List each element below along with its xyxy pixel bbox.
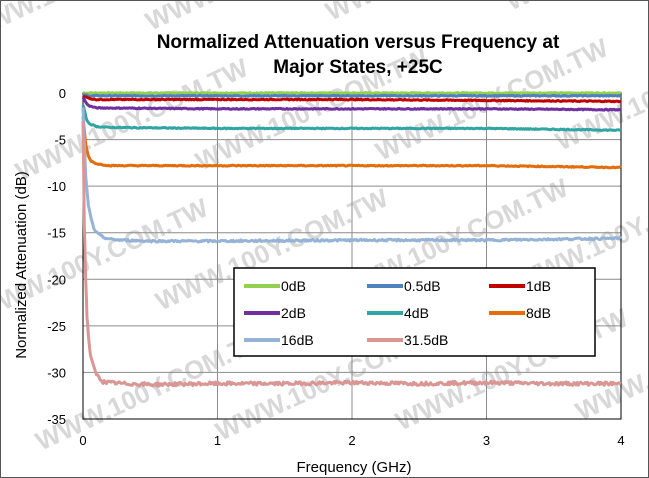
series-line-31-5dB bbox=[81, 121, 622, 388]
legend: 0dB 0.5dB 1dB 2dB 4dB 8dB 16dB 31.5dB bbox=[233, 267, 596, 357]
legend-box bbox=[233, 267, 596, 357]
series-line-2dB bbox=[81, 96, 622, 112]
legend-label: 8dB bbox=[526, 305, 551, 321]
legend-label: 31.5dB bbox=[404, 332, 448, 348]
legend-label: 1dB bbox=[526, 278, 551, 294]
data-series bbox=[81, 91, 622, 388]
legend-label: 0.5dB bbox=[404, 278, 441, 294]
series-line-0-5dB bbox=[82, 93, 622, 98]
series-line-1dB bbox=[82, 94, 622, 104]
series-line-16dB bbox=[81, 107, 622, 244]
x-tick-label: 3 bbox=[483, 433, 490, 448]
y-tick-label: -5 bbox=[54, 133, 66, 148]
y-tick-label: -10 bbox=[47, 179, 66, 194]
legend-label: 16dB bbox=[281, 332, 314, 348]
series-line-0dB bbox=[82, 91, 622, 95]
chart-title-line2: Major States, +25C bbox=[273, 57, 443, 78]
axis-tick-labels: 0 -5 -10 -15 -20 -25 -30 -35 0 1 2 3 4 bbox=[47, 86, 624, 448]
legend-label: 0dB bbox=[281, 278, 306, 294]
y-tick-label: -20 bbox=[47, 272, 66, 287]
y-tick-label: -25 bbox=[47, 319, 66, 334]
x-tick-label: 2 bbox=[348, 433, 355, 448]
legend-label: 2dB bbox=[281, 305, 306, 321]
x-axis-title: Frequency (GHz) bbox=[296, 459, 411, 476]
x-tick-label: 4 bbox=[617, 433, 624, 448]
series-line-8dB bbox=[81, 116, 622, 170]
watermark-text: WWW.100Y.COM.TW bbox=[501, 1, 648, 16]
y-tick-label: -30 bbox=[47, 365, 66, 380]
y-tick-label: -35 bbox=[47, 412, 66, 427]
y-axis-title: Normalized Attenuation (dB) bbox=[13, 171, 30, 359]
x-tick-label: 0 bbox=[79, 433, 86, 448]
chart-title-line1: Normalized Attenuation versus Frequency … bbox=[157, 32, 560, 53]
y-tick-label: -15 bbox=[47, 226, 66, 241]
legend-label: 4dB bbox=[404, 305, 429, 321]
x-tick-label: 1 bbox=[214, 433, 221, 448]
y-tick-label: 0 bbox=[59, 86, 66, 101]
series-line-4dB bbox=[81, 104, 622, 132]
